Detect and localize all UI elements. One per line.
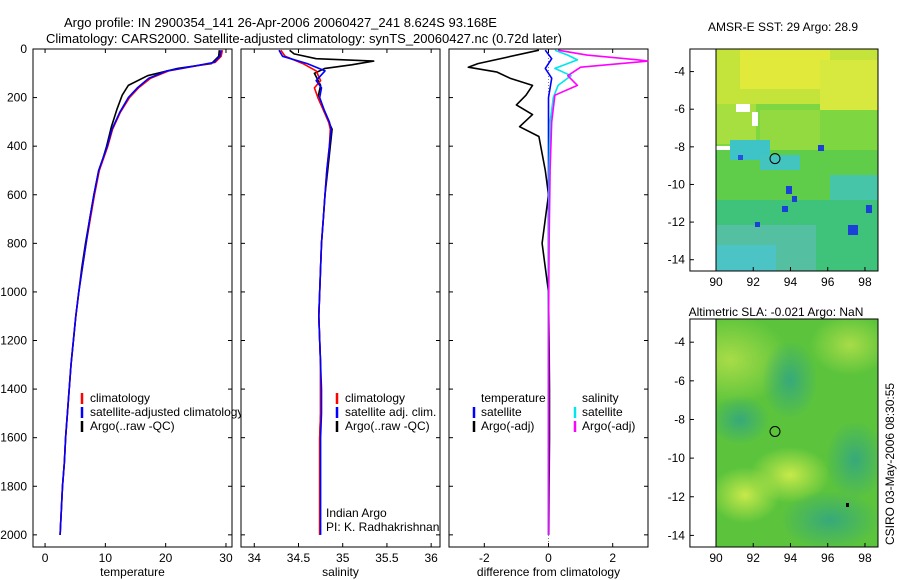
sal-x-tick-label: 35.5 <box>375 551 399 565</box>
diff-legend-right-label: satellite <box>582 405 623 419</box>
diff-legend-right-title: salinity <box>582 391 619 405</box>
sst-lat-tick-label: -12 <box>668 215 686 229</box>
depth-tick-label: 800 <box>7 236 27 250</box>
sal-x-tick-label: 35 <box>336 551 350 565</box>
diff-x-tick-label: 0 <box>545 551 552 565</box>
sst-lat-tick-label: -8 <box>674 140 685 154</box>
credit-line2: PI: K. Radhakrishnan <box>326 520 439 534</box>
sal-x-tick-label: 36 <box>424 551 438 565</box>
sla-lat-tick-label: -8 <box>674 412 685 426</box>
sla-lon-tick-label: 98 <box>858 551 872 565</box>
salinity-panel: 34 34.5 35 35.5 36 salinity climatologysatelli… <box>240 48 441 579</box>
sst-lon-tick-label: 98 <box>858 275 872 289</box>
temp-x-tick-label: 10 <box>99 551 113 565</box>
sal-x-axis-label: salinity <box>322 565 359 579</box>
figure-title-line2: Climatology: CARS2000. Satellite-adjuste… <box>46 31 562 46</box>
sla-lat-tick-label: -12 <box>668 490 686 504</box>
sal-x-tick-label: 34 <box>248 551 262 565</box>
temp-legend-label: satellite-adjusted climatology <box>90 405 243 419</box>
sla-lat-tick-label: -14 <box>668 528 686 542</box>
sla-lat-tick-label: -4 <box>674 335 685 349</box>
temp-x-axis-label: temperature <box>100 565 165 579</box>
depth-tick-label: 1800 <box>0 479 27 493</box>
diff-series-salinity-argo-adj- <box>547 49 649 535</box>
temp-legend-label: climatology <box>90 391 150 405</box>
sal-plot-frame <box>240 48 441 548</box>
temp-series-satellite-adjusted-climatology <box>59 50 222 535</box>
temp-plot-frame <box>32 48 233 548</box>
depth-tick-label: 600 <box>7 188 27 202</box>
depth-tick-label: 1200 <box>0 334 27 348</box>
sst-axes-frame <box>689 48 879 272</box>
sal-legend-label: satellite adj. clim. <box>345 405 436 419</box>
depth-tick-label: 200 <box>7 91 27 105</box>
diff-x-axis-label: difference from climatology <box>477 565 620 579</box>
timestamp: CSIRO 03-May-2006 08:30:55 <box>883 383 897 545</box>
sst-lon-tick-label: 90 <box>709 275 723 289</box>
sst-lat-tick-label: -6 <box>674 102 685 116</box>
sla-map-panel: Altimetric SLA: -0.021 Argo: NaN 90 92 94 9… <box>668 305 879 565</box>
diff-legend-left-label: Argo(-adj) <box>481 419 534 433</box>
sst-lat-tick-label: -10 <box>668 177 686 191</box>
depth-tick-label: 1600 <box>0 431 27 445</box>
temp-legend-label: Argo(..raw -QC) <box>90 419 175 433</box>
diff-x-tick-label: 2 <box>609 551 616 565</box>
depth-tick-label: 0 <box>20 42 27 56</box>
sla-lat-tick-label: -6 <box>674 374 685 388</box>
sal-series-satellite-adj-clim- <box>278 49 333 535</box>
temp-x-tick-label: 30 <box>219 551 233 565</box>
sst-map-field <box>716 49 878 271</box>
sst-lon-tick-label: 92 <box>747 275 761 289</box>
sla-lon-tick-label: 90 <box>709 551 723 565</box>
sla-lon-tick-label: 92 <box>747 551 761 565</box>
sla-axes-frame <box>689 318 879 548</box>
sal-legend-label: Argo(..raw -QC) <box>345 419 430 433</box>
sla-lat-tick-label: -10 <box>668 451 686 465</box>
depth-tick-label: 2000 <box>0 528 27 542</box>
sst-map-panel: AMSR-E SST: 29 Argo: 28.9 <box>668 20 879 289</box>
sla-argo-position-marker <box>769 426 781 437</box>
depth-tick-label: 1000 <box>0 285 27 299</box>
depth-tick-label: 1400 <box>0 382 27 396</box>
sal-legend-label: climatology <box>345 391 405 405</box>
sla-map-title: Altimetric SLA: -0.021 Argo: NaN <box>689 305 864 319</box>
sla-lon-tick-label: 96 <box>821 551 835 565</box>
sst-map-title: AMSR-E SST: 29 Argo: 28.9 <box>708 20 858 34</box>
sal-x-tick-label: 34.5 <box>287 551 311 565</box>
sst-lat-tick-label: -14 <box>668 253 686 267</box>
diff-legend-right-label: Argo(-adj) <box>582 419 635 433</box>
sla-map-field <box>716 319 878 547</box>
temp-x-tick-label: 0 <box>42 551 49 565</box>
sst-lon-tick-label: 94 <box>784 275 798 289</box>
diff-x-tick-label: -2 <box>479 551 490 565</box>
sst-argo-position-marker <box>769 153 781 165</box>
sst-lat-tick-label: -4 <box>674 65 685 79</box>
temp-x-tick-label: 20 <box>159 551 173 565</box>
depth-tick-label: 400 <box>7 139 27 153</box>
sst-lon-tick-label: 96 <box>821 275 835 289</box>
figure-title-line1: Argo profile: IN 2900354_141 26-Apr-2006… <box>64 15 497 30</box>
temperature-panel: 0 10 20 30 0 200 400 600 800 1000 1200 1400 1600 1800… <box>0 42 243 579</box>
credit-line1: Indian Argo <box>326 506 387 520</box>
diff-legend-left-label: satellite <box>481 405 522 419</box>
diff-legend-left-title: temperature <box>481 391 546 405</box>
sla-lon-tick-label: 94 <box>784 551 798 565</box>
